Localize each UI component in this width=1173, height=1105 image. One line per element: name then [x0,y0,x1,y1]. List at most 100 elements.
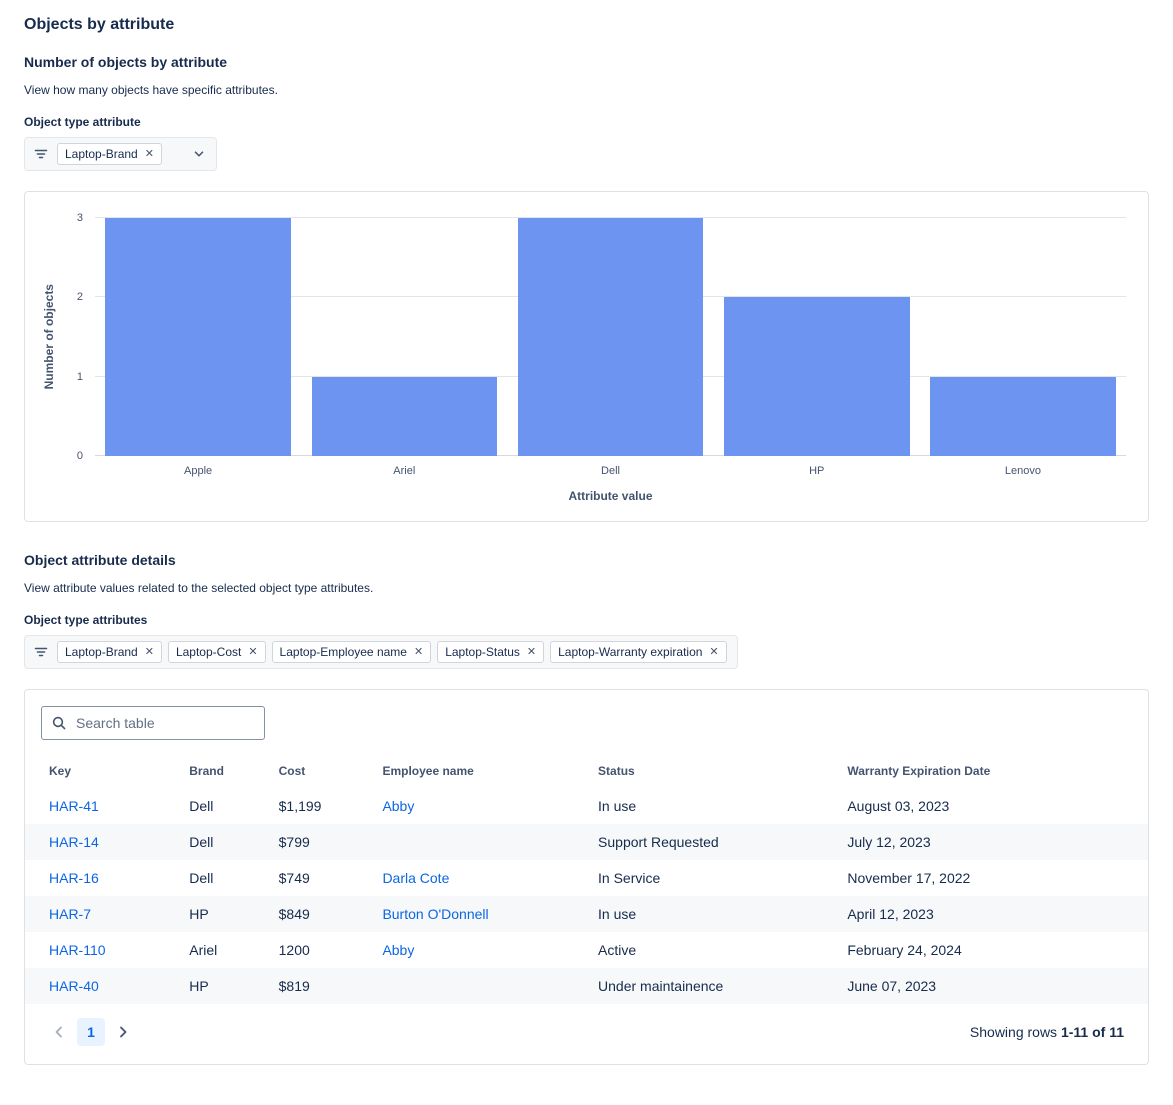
cell-key: HAR-16 [25,860,181,896]
y-tick-label: 3 [76,212,83,224]
cell-cost: $819 [278,978,310,994]
cell-key: HAR-41 [25,788,181,824]
search-icon [51,715,67,736]
cell-employee: Burton O'Donnell [374,896,590,932]
page-title: Objects by attribute [24,16,175,33]
key-link[interactable]: HAR-16 [49,870,99,886]
cell-status: In use [598,906,637,922]
x-tick-label: Lenovo [1004,465,1041,477]
remove-tag-icon[interactable]: ✕ [144,147,154,160]
column-header-key: Key [49,764,72,778]
bar-dell[interactable] [517,218,704,456]
chevron-down-icon[interactable] [192,147,206,161]
cell-employee: Abby [374,932,590,968]
cell-status: In Service [598,870,661,886]
table-row: HAR-14 Dell $799 Support Requested July 12, … [25,824,1148,860]
y-tick-label: 1 [76,370,83,383]
employee-link[interactable]: Darla Cote [382,870,450,886]
gridline [95,217,1126,218]
column-header-status: Status [598,764,635,778]
bar-slot [507,218,713,456]
cell-warranty: August 03, 2023 [847,798,950,814]
filter-tag-list: Laptop-Brand ✕ Laptop-Cost ✕ Laptop-Employee… [57,641,727,663]
x-tick-label: Ariel [393,465,416,477]
filter-tag: Laptop-Status ✕ [437,641,545,663]
bars [95,218,1126,456]
cell-employee: Darla Cote [374,860,590,896]
table-row: HAR-16 Dell $749 Darla Cote In Service Novemb… [25,860,1148,896]
bar-apple[interactable] [105,218,291,456]
cell-employee: Abby [374,788,590,824]
key-link[interactable]: HAR-14 [49,834,99,850]
cell-status: Active [598,942,637,958]
filter-tag: Laptop-Brand ✕ [57,143,162,165]
attribute-filter-label: Object type attribute [24,115,141,129]
cell-status: In use [598,798,637,814]
remove-tag-icon[interactable]: ✕ [413,645,424,658]
chevron-right-icon[interactable] [111,1020,135,1044]
key-link[interactable]: HAR-40 [49,978,99,994]
y-axis-label: Number of objects [42,284,56,390]
cell-warranty: November 17, 2022 [847,870,971,886]
filter-tag-label: Laptop-Brand [65,645,138,659]
cell-key: HAR-110 [25,932,181,968]
table-row: HAR-40 HP $819 Under maintainence June 07, 2… [25,968,1148,1004]
cell-cost: $1,199 [278,798,322,814]
key-link[interactable]: HAR-110 [49,942,106,958]
remove-tag-icon[interactable]: ✕ [709,645,719,658]
employee-link[interactable]: Abby [382,942,415,958]
key-link[interactable]: HAR-7 [49,906,92,922]
filter-tag-label: Laptop-Brand [65,147,138,161]
cell-warranty: July 12, 2023 [847,834,931,850]
cell-warranty: April 12, 2023 [847,906,934,922]
attribute-filter-select[interactable]: Laptop-Brand ✕ [24,137,217,171]
y-axis-ticks: 0 1 2 3 [59,212,95,462]
filter-tag: Laptop-Cost ✕ [167,641,266,663]
cell-cost: $849 [278,906,310,922]
cell-brand: Dell [189,834,214,850]
cell-brand: Dell [189,798,214,814]
details-section-description: View attribute values related to the sel… [24,581,374,595]
remove-tag-icon[interactable]: ✕ [144,645,154,658]
employee-link[interactable]: Abby [382,798,415,814]
attributes-filter-select[interactable]: Laptop-Brand ✕ Laptop-Cost ✕ Laptop-Employee… [24,635,738,669]
cell-key: HAR-14 [25,824,181,860]
key-link[interactable]: HAR-41 [49,798,99,814]
cell-key: HAR-7 [25,896,181,932]
cell-cost: 1200 [278,942,310,958]
y-tick-label: 2 [76,291,83,304]
plot-area [95,217,1126,456]
rows-summary-range: 1-11 of 11 [1060,1024,1124,1040]
filter-tag-label: Laptop-Employee name [279,645,407,659]
cell-cost: $749 [278,870,310,886]
bar-slot [714,218,920,456]
remove-tag-icon[interactable]: ✕ [248,645,258,658]
details-section-heading: Object attribute details [24,552,176,568]
chart-card: Number of objects 0 1 2 3 Apple Ariel Dell HP L… [24,191,1149,522]
y-tick-label: 0 [76,450,83,462]
bar-ariel[interactable] [311,376,498,456]
cell-cost: $799 [278,834,310,850]
rows-summary: Showing rows 1-11 of 11 [970,1024,1124,1040]
page-1-button[interactable]: 1 [77,1018,105,1046]
chevron-left-icon[interactable] [47,1020,71,1044]
table-row: HAR-41 Dell $1,199 Abby In use August 03, 202… [25,788,1148,824]
bar-chart: Number of objects 0 1 2 3 Apple Ariel Dell HP L… [39,212,1126,503]
bar-slot [95,218,301,456]
bar-lenovo[interactable] [930,376,1116,456]
bar-hp[interactable] [723,297,910,456]
table-row: HAR-110 Ariel 1200 Abby Active February 24, 2… [25,932,1148,968]
employee-link[interactable]: Burton O'Donnell [382,906,489,922]
cell-brand: Dell [189,870,214,886]
x-tick-label: Apple [184,465,213,477]
filter-icon [33,644,49,660]
cell-employee [374,968,590,1004]
cell-warranty: June 07, 2023 [847,978,937,994]
column-header-brand: Brand [189,764,224,778]
filter-tag: Laptop-Employee name ✕ [271,641,432,663]
remove-tag-icon[interactable]: ✕ [526,645,537,658]
x-axis-ticks: Apple Ariel Dell HP Lenovo [95,465,1126,477]
search-input[interactable] [41,706,265,740]
x-tick-label: HP [809,465,825,477]
y-axis-label-cell: Number of objects [39,218,59,456]
